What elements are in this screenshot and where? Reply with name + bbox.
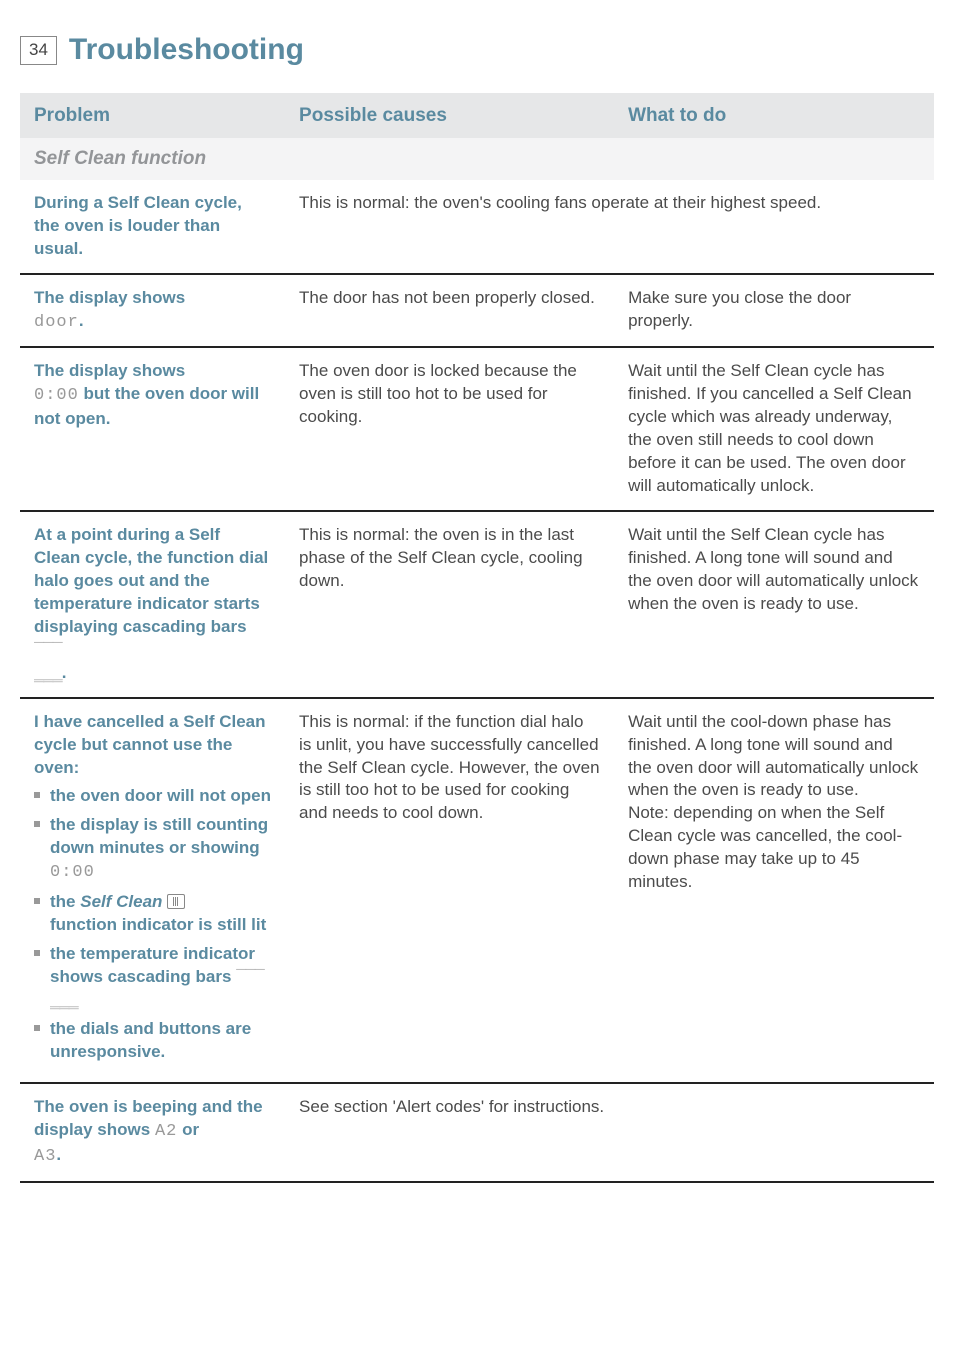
problem-mid: or — [177, 1120, 199, 1139]
list-item: the dials and buttons are unresponsive. — [34, 1018, 271, 1064]
page-number: 34 — [29, 40, 48, 59]
bullet-pre: the — [50, 892, 80, 911]
self-clean-icon — [167, 894, 185, 909]
problem-text: At a point during a Self Clean cycle, th… — [34, 525, 268, 636]
table-header-row: Problem Possible causes What to do — [20, 93, 934, 139]
display-code: A3 — [34, 1147, 56, 1166]
action-cell: Wait until the Self Clean cycle has fini… — [614, 511, 934, 698]
problem-cell: I have cancelled a Self Clean cycle but … — [20, 698, 285, 1083]
problem-cell: At a point during a Self Clean cycle, th… — [20, 511, 285, 698]
problem-pre: The oven is beeping and the display show… — [34, 1097, 263, 1139]
bullet-post: function indicator is still lit — [50, 915, 266, 934]
col-header-causes: Possible causes — [285, 93, 614, 139]
bullet-text: the oven door will not open — [50, 786, 271, 805]
problem-text: The display shows — [34, 288, 185, 307]
troubleshooting-table: Problem Possible causes What to do Self … — [20, 93, 934, 1183]
page-number-box: 34 — [20, 36, 57, 65]
table-row: The oven is beeping and the display show… — [20, 1083, 934, 1182]
table-row: At a point during a Self Clean cycle, th… — [20, 511, 934, 698]
page-header: 34 Troubleshooting — [20, 30, 934, 71]
problem-cell: The display shows 0:00 but the oven door… — [20, 347, 285, 511]
cascading-bars-icon: ‾‾‾‗‗‗ — [34, 640, 62, 683]
cause-cell: This is normal: the oven is in the last … — [285, 511, 614, 698]
list-item: the Self Clean function indicator is sti… — [34, 891, 271, 937]
bullet-text: the temperature indicator shows cascadin… — [50, 944, 255, 986]
bullet-text: the dials and buttons are unresponsive. — [50, 1019, 251, 1061]
col-header-action: What to do — [614, 93, 934, 139]
problem-suffix: . — [56, 1145, 61, 1164]
problem-bullets: the oven door will not open the display … — [34, 785, 271, 1063]
problem-cell: The oven is beeping and the display show… — [20, 1083, 285, 1182]
problem-suffix: . — [79, 311, 84, 330]
section-label: Self Clean function — [20, 138, 934, 180]
bullet-text: the display is still counting down minut… — [50, 815, 268, 857]
problem-text: During a Self Clean cycle, the oven is l… — [34, 193, 242, 258]
action-cell: Wait until the cool-down phase has finis… — [614, 698, 934, 1083]
display-code: A2 — [155, 1122, 177, 1141]
action-cell: Wait until the Self Clean cycle has fini… — [614, 347, 934, 511]
display-code: door — [34, 313, 79, 332]
page-title: Troubleshooting — [69, 30, 304, 71]
table-row: The display shows door. The door has not… — [20, 274, 934, 348]
list-item: the display is still counting down minut… — [34, 814, 271, 885]
display-code: 0:00 — [34, 386, 79, 405]
table-row: The display shows 0:00 but the oven door… — [20, 347, 934, 511]
table-row: During a Self Clean cycle, the oven is l… — [20, 180, 934, 274]
cause-cell: This is normal: the oven's cooling fans … — [285, 180, 934, 274]
list-item: the oven door will not open — [34, 785, 271, 808]
cause-cell: The door has not been properly closed. — [285, 274, 614, 348]
problem-cell: The display shows door. — [20, 274, 285, 348]
problem-cell: During a Self Clean cycle, the oven is l… — [20, 180, 285, 274]
col-header-problem: Problem — [20, 93, 285, 139]
display-code: 0:00 — [50, 863, 95, 882]
problem-text: The display shows — [34, 361, 185, 380]
bullet-italic: Self Clean — [80, 892, 162, 911]
cause-cell: This is normal: if the function dial hal… — [285, 698, 614, 1083]
action-cell: Make sure you close the door properly. — [614, 274, 934, 348]
cause-cell: The oven door is locked because the oven… — [285, 347, 614, 511]
cause-cell: See section 'Alert codes' for instructio… — [285, 1083, 934, 1182]
problem-intro: I have cancelled a Self Clean cycle but … — [34, 712, 266, 777]
problem-suffix: . — [62, 663, 67, 682]
table-row: I have cancelled a Self Clean cycle but … — [20, 698, 934, 1083]
section-row-self-clean: Self Clean function — [20, 138, 934, 180]
list-item: the temperature indicator shows cascadin… — [34, 943, 271, 1012]
